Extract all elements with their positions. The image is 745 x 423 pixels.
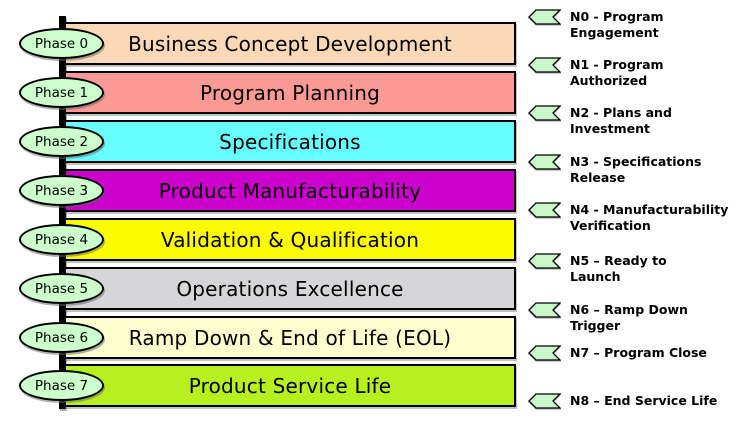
phase-bar-label: Business Concept Development — [128, 31, 452, 56]
milestone-arrow-icon — [528, 154, 561, 170]
phase-bar-label: Operations Excellence — [176, 276, 404, 301]
milestone-row-n6: N6 – Ramp Down Trigger — [528, 302, 742, 333]
milestone-row-n0: N0 - Program Engagement — [528, 9, 742, 40]
milestone-label: N0 - Program Engagement — [570, 9, 664, 40]
phase-badge-3: Phase 3 — [19, 175, 104, 206]
milestone-label: N3 - Specifications Release — [570, 154, 702, 185]
phase-badge-label: Phase 6 — [34, 329, 89, 346]
phase-badge-2: Phase 2 — [19, 126, 104, 157]
milestone-arrow-icon — [528, 393, 561, 409]
milestone-arrow-icon — [528, 57, 561, 73]
phase-badge-label: Phase 5 — [34, 280, 89, 297]
milestone-row-n8: N8 – End Service Life — [528, 393, 742, 409]
milestone-row-n2: N2 - Plans and Investment — [528, 105, 742, 136]
phase-badge-label: Phase 2 — [34, 133, 89, 150]
phase-badge-7: Phase 7 — [19, 370, 104, 401]
phase-bar-6: Ramp Down & End of Life (EOL) — [64, 316, 516, 359]
phase-bar-1: Program Planning — [64, 71, 516, 114]
milestone-label: N5 – Ready to Launch — [570, 253, 667, 284]
milestone-arrow-icon — [528, 202, 561, 218]
phase-bar-2: Specifications — [64, 120, 516, 163]
milestone-label: N8 – End Service Life — [570, 393, 718, 408]
phase-badge-label: Phase 0 — [34, 35, 89, 52]
phase-badge-4: Phase 4 — [19, 224, 104, 255]
phase-badge-5: Phase 5 — [19, 273, 104, 304]
phase-badge-0: Phase 0 — [19, 28, 104, 59]
phase-badge-label: Phase 7 — [34, 377, 89, 394]
phase-bar-label: Specifications — [219, 129, 361, 154]
milestone-label: N7 – Program Close — [570, 345, 707, 360]
phase-badge-6: Phase 6 — [19, 322, 104, 353]
milestone-arrow-icon — [528, 345, 561, 361]
phase-timeline-spine — [59, 16, 66, 409]
phase-bar-label: Ramp Down & End of Life (EOL) — [128, 325, 452, 350]
milestone-row-n3: N3 - Specifications Release — [528, 154, 742, 185]
milestone-row-n4: N4 - Manufacturability Verification — [528, 202, 742, 233]
phase-bar-label: Product Manufacturability — [158, 178, 422, 203]
phase-bar-label: Product Service Life — [188, 373, 392, 398]
phase-bar-label: Validation & Qualification — [160, 227, 420, 252]
milestone-arrow-icon — [528, 105, 561, 121]
milestone-label: N6 – Ramp Down Trigger — [570, 302, 688, 333]
milestone-arrow-icon — [528, 302, 561, 318]
milestone-arrow-icon — [528, 9, 561, 25]
phase-bar-3: Product Manufacturability — [64, 169, 516, 212]
milestone-label: N2 - Plans and Investment — [570, 105, 672, 136]
milestone-row-n1: N1 - Program Authorized — [528, 57, 742, 88]
phase-bar-4: Validation & Qualification — [64, 218, 516, 261]
milestone-row-n5: N5 – Ready to Launch — [528, 253, 742, 284]
phase-bar-7: Product Service Life — [64, 364, 516, 407]
milestone-label: N4 - Manufacturability Verification — [570, 202, 729, 233]
phase-bar-5: Operations Excellence — [64, 267, 516, 310]
phase-badge-label: Phase 4 — [34, 231, 89, 248]
phase-bar-label: Program Planning — [199, 80, 381, 105]
milestone-arrow-icon — [528, 253, 561, 269]
milestone-row-n7: N7 – Program Close — [528, 345, 742, 361]
phase-bar-0: Business Concept Development — [64, 22, 516, 65]
phase-badge-label: Phase 1 — [34, 84, 89, 101]
phase-badge-label: Phase 3 — [34, 182, 89, 199]
milestone-label: N1 - Program Authorized — [570, 57, 664, 88]
phase-badge-1: Phase 1 — [19, 77, 104, 108]
